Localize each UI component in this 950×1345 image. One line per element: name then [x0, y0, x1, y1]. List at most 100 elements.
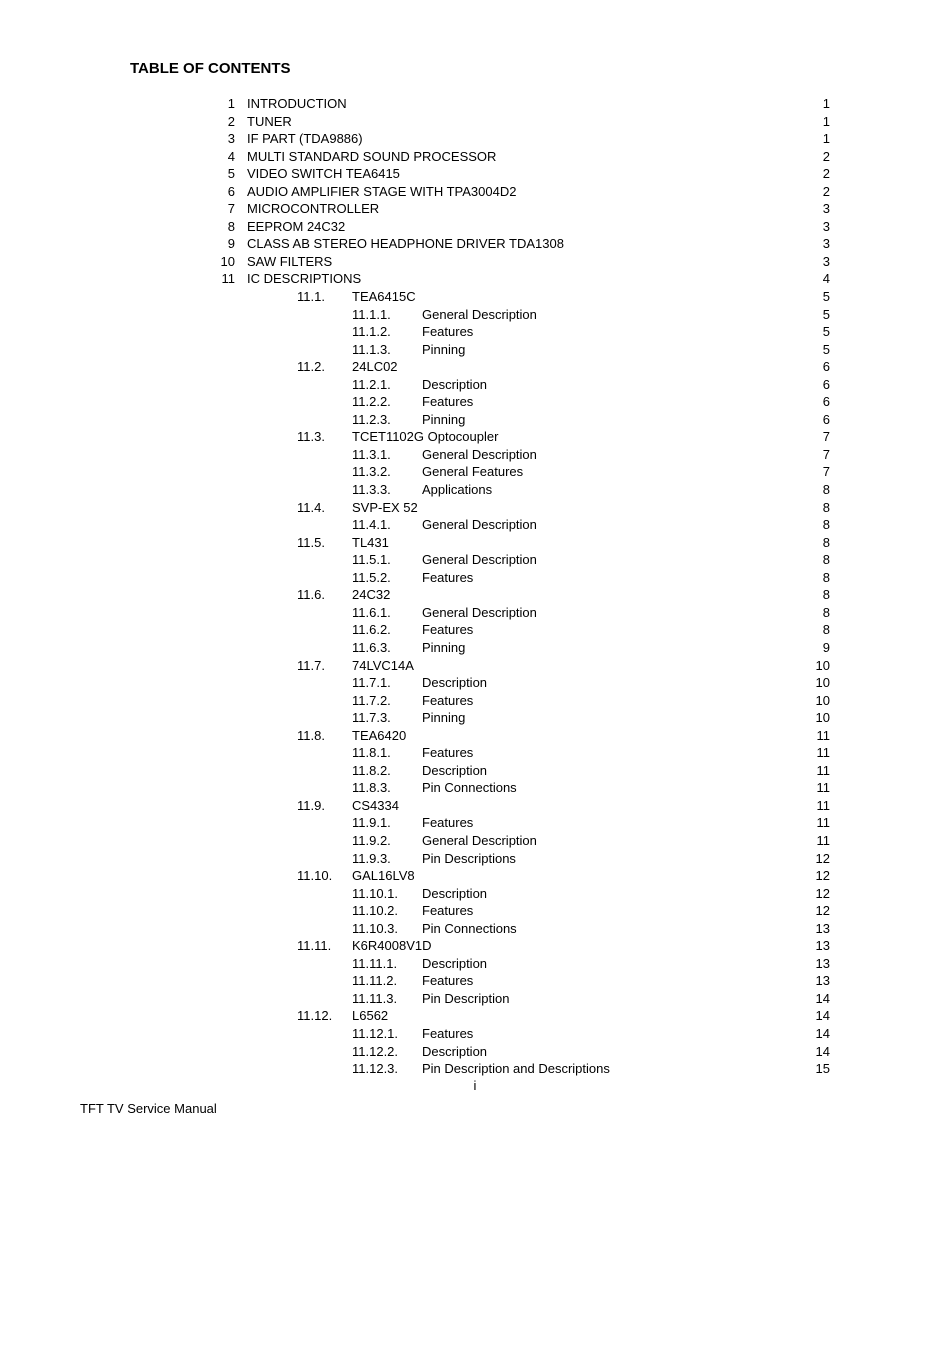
toc-page-number: 11: [800, 727, 830, 745]
toc-subsub-number: 11.1.3.: [352, 341, 422, 359]
toc-page-number: 11: [800, 762, 830, 780]
toc-entry-title: Description: [422, 762, 800, 780]
toc-subsub-number: 11.6.1.: [352, 604, 422, 622]
toc-sub-number: 11.8.: [247, 727, 352, 745]
toc-row: 3IF PART (TDA9886)1: [200, 130, 830, 148]
toc-row: 11.10.GAL16LV812: [200, 867, 830, 885]
toc-page-number: 3: [800, 200, 830, 218]
toc-entry-title: CS4334: [352, 797, 800, 815]
toc-entry-title: Features: [422, 393, 800, 411]
toc-row: 10SAW FILTERS3: [200, 253, 830, 271]
toc-row: 11.9.2.General Description11: [200, 832, 830, 850]
toc-sub-number: 11.2.: [247, 358, 352, 376]
toc-row: 11.10.2.Features12: [200, 902, 830, 920]
toc-subsub-number: 11.2.3.: [352, 411, 422, 429]
toc-subsub-number: 11.9.1.: [352, 814, 422, 832]
toc-row: 11IC DESCRIPTIONS4: [200, 270, 830, 288]
toc-sub-number: 11.10.: [247, 867, 352, 885]
toc-row: 11.1.TEA6415C5: [200, 288, 830, 306]
toc-entry-title: SAW FILTERS: [247, 253, 800, 271]
toc-row: 11.1.2.Features5: [200, 323, 830, 341]
toc-page-number: 13: [800, 972, 830, 990]
toc-entry-title: Features: [422, 692, 800, 710]
toc-page-number: 11: [800, 779, 830, 797]
toc-row: 2TUNER1: [200, 113, 830, 131]
toc-page-number: 6: [800, 411, 830, 429]
toc-entry-title: Pin Description: [422, 990, 800, 1008]
toc-entry-title: Features: [422, 972, 800, 990]
toc-page-number: 6: [800, 393, 830, 411]
toc-entry-title: Features: [422, 569, 800, 587]
toc-row: 8EEPROM 24C323: [200, 218, 830, 236]
toc-row: 11.5.1.General Description8: [200, 551, 830, 569]
toc-row: 11.6.1.General Description8: [200, 604, 830, 622]
toc-entry-title: 74LVC14A: [352, 657, 800, 675]
toc-sub-number: 11.4.: [247, 499, 352, 517]
toc-entry-title: MICROCONTROLLER: [247, 200, 800, 218]
toc-page-number: 8: [800, 551, 830, 569]
toc-entry-title: TEA6420: [352, 727, 800, 745]
toc-row: 5VIDEO SWITCH TEA64152: [200, 165, 830, 183]
toc-entry-title: Description: [422, 885, 800, 903]
toc-page-number: 5: [800, 306, 830, 324]
toc-title: TABLE OF CONTENTS: [130, 60, 870, 77]
toc-page-number: 3: [800, 235, 830, 253]
toc-page-number: 10: [800, 692, 830, 710]
toc-subsub-number: 11.8.1.: [352, 744, 422, 762]
toc-sub-number: 11.5.: [247, 534, 352, 552]
toc-entry-title: General Description: [422, 516, 800, 534]
toc-entry-title: 24C32: [352, 586, 800, 604]
toc-row: 11.11.3.Pin Description14: [200, 990, 830, 1008]
toc-page-number: 12: [800, 867, 830, 885]
toc-entry-title: Pinning: [422, 341, 800, 359]
toc-row: 11.9.1.Features11: [200, 814, 830, 832]
toc-subsub-number: 11.4.1.: [352, 516, 422, 534]
toc-subsub-number: 11.6.3.: [352, 639, 422, 657]
toc-row: 7MICROCONTROLLER3: [200, 200, 830, 218]
toc-number: 11: [200, 270, 247, 288]
toc-row: 1INTRODUCTION1: [200, 95, 830, 113]
toc-page-number: 13: [800, 920, 830, 938]
toc-page-number: 13: [800, 955, 830, 973]
toc-entry-title: General Description: [422, 306, 800, 324]
toc-page-number: 14: [800, 990, 830, 1008]
toc-entry-title: INTRODUCTION: [247, 95, 800, 113]
toc-page-number: 8: [800, 481, 830, 499]
toc-page-number: 10: [800, 674, 830, 692]
toc-page-number: 2: [800, 165, 830, 183]
toc-number: 4: [200, 148, 247, 166]
toc-subsub-number: 11.2.2.: [352, 393, 422, 411]
toc-page-number: 3: [800, 253, 830, 271]
toc-row: 11.3.3.Applications8: [200, 481, 830, 499]
toc-subsub-number: 11.10.1.: [352, 885, 422, 903]
toc-page-number: 8: [800, 516, 830, 534]
toc-page-number: 1: [800, 113, 830, 131]
toc-subsub-number: 11.6.2.: [352, 621, 422, 639]
toc-entry-title: TUNER: [247, 113, 800, 131]
toc-subsub-number: 11.11.3.: [352, 990, 422, 1008]
toc-row: 11.7.1.Description10: [200, 674, 830, 692]
toc-sub-number: 11.12.: [247, 1007, 352, 1025]
toc-page-number: 14: [800, 1025, 830, 1043]
toc-row: 11.6.24C328: [200, 586, 830, 604]
toc-row: 6AUDIO AMPLIFIER STAGE WITH TPA3004D22: [200, 183, 830, 201]
toc-subsub-number: 11.7.1.: [352, 674, 422, 692]
toc-page-number: 8: [800, 604, 830, 622]
toc-entry-title: GAL16LV8: [352, 867, 800, 885]
toc-row: 11.9.3.Pin Descriptions12: [200, 850, 830, 868]
toc-entry-title: Pinning: [422, 639, 800, 657]
toc-subsub-number: 11.3.3.: [352, 481, 422, 499]
toc-page-number: 14: [800, 1007, 830, 1025]
toc-page-number: 11: [800, 814, 830, 832]
toc-page-number: 8: [800, 586, 830, 604]
toc-subsub-number: 11.3.1.: [352, 446, 422, 464]
toc-row: 11.1.3.Pinning5: [200, 341, 830, 359]
toc-entry-title: Pinning: [422, 411, 800, 429]
toc-page-number: 6: [800, 358, 830, 376]
toc-entry-title: General Description: [422, 446, 800, 464]
toc-page-number: 8: [800, 499, 830, 517]
toc-page-number: 3: [800, 218, 830, 236]
toc-number: 3: [200, 130, 247, 148]
toc-entry-title: Pin Connections: [422, 779, 800, 797]
toc-entry-title: MULTI STANDARD SOUND PROCESSOR: [247, 148, 800, 166]
